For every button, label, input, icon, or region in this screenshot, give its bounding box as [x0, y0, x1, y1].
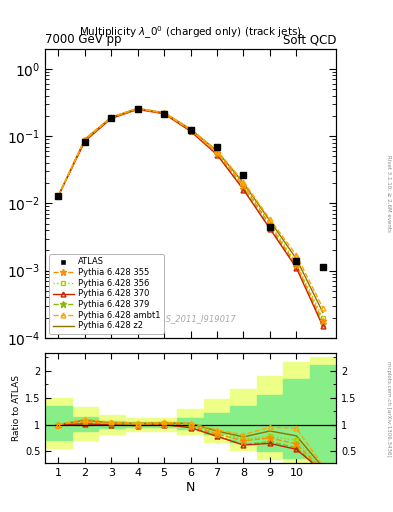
Y-axis label: Ratio to ATLAS: Ratio to ATLAS — [12, 375, 21, 441]
Text: Rivet 3.1.10; ≥ 2.6M events: Rivet 3.1.10; ≥ 2.6M events — [386, 155, 391, 232]
Text: mcplots.cern.ch [arXiv:1306.3436]: mcplots.cern.ch [arXiv:1306.3436] — [386, 360, 391, 456]
Text: Multiplicity $\lambda\_0^0$ (charged only) (track jets): Multiplicity $\lambda\_0^0$ (charged onl… — [79, 25, 302, 41]
X-axis label: N: N — [186, 481, 195, 494]
Text: ATLAS_2011_I919017: ATLAS_2011_I919017 — [145, 314, 236, 324]
Legend: ATLAS, Pythia 6.428 355, Pythia 6.428 356, Pythia 6.428 370, Pythia 6.428 379, P: ATLAS, Pythia 6.428 355, Pythia 6.428 35… — [50, 254, 163, 334]
Text: 7000 GeV pp: 7000 GeV pp — [45, 33, 122, 46]
Text: Soft QCD: Soft QCD — [283, 33, 336, 46]
